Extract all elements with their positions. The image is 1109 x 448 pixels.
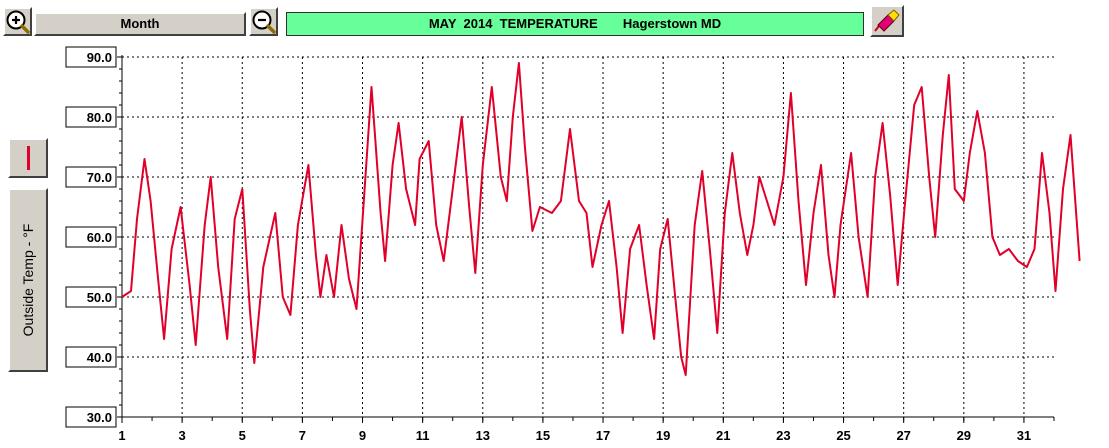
zoom-out-icon bbox=[252, 10, 276, 34]
x-tick-label: 25 bbox=[836, 428, 850, 443]
x-tick-label: 11 bbox=[416, 428, 430, 443]
y-tick-box bbox=[65, 286, 117, 308]
period-label: Month bbox=[120, 16, 160, 31]
x-tick-label: 23 bbox=[776, 428, 790, 443]
zoom-out-button[interactable] bbox=[249, 7, 278, 36]
zoom-in-icon bbox=[6, 10, 30, 34]
y-tick-box bbox=[65, 106, 117, 128]
y-tick-box bbox=[65, 46, 117, 68]
x-tick-label: 5 bbox=[239, 428, 246, 443]
series-line-0 bbox=[121, 62, 1081, 376]
x-tick-label: 15 bbox=[536, 428, 550, 443]
y-tick-label: 40.0 bbox=[87, 350, 112, 365]
x-tick-label: 3 bbox=[179, 428, 186, 443]
x-axis-ticks: 1 3 5 7 9 11 13 15 17 19 21 23 25 27 29 31 bbox=[118, 417, 1055, 443]
series-legend-swatch[interactable] bbox=[8, 138, 48, 178]
y-tick-box bbox=[65, 226, 117, 248]
y-tick-label: 60.0 bbox=[87, 230, 112, 245]
chart-grid bbox=[122, 56, 1054, 417]
series-color-bar bbox=[27, 146, 30, 170]
zoom-in-button[interactable] bbox=[3, 7, 32, 36]
x-tick-label: 27 bbox=[896, 428, 910, 443]
x-tick-label: 19 bbox=[656, 428, 670, 443]
y-tick-box bbox=[65, 166, 117, 188]
x-tick-label: 7 bbox=[299, 428, 306, 443]
x-tick-label: 17 bbox=[596, 428, 610, 443]
x-tick-label: 13 bbox=[476, 428, 490, 443]
y-tick-box bbox=[65, 346, 117, 368]
marker-tool-button[interactable] bbox=[870, 5, 904, 37]
y-tick-box bbox=[65, 406, 117, 428]
chart-title: MAY 2014 TEMPERATURE Hagerstown MD bbox=[286, 12, 864, 36]
series-group bbox=[121, 62, 1081, 376]
y-axis-ticks: 90.0 80.0 70.0 60.0 50.0 40.0 30.0 bbox=[65, 46, 122, 428]
y-tick-label: 70.0 bbox=[87, 170, 112, 185]
period-selector-button[interactable]: Month bbox=[34, 12, 246, 36]
marker-eraser-icon bbox=[874, 9, 900, 32]
y-axis-label-button[interactable]: Outside Temp - °F bbox=[8, 188, 48, 372]
x-tick-label: 21 bbox=[716, 428, 730, 443]
x-tick-label: 1 bbox=[118, 428, 125, 443]
x-tick-label: 31 bbox=[1017, 428, 1031, 443]
x-tick-label: 9 bbox=[359, 428, 366, 443]
y-tick-label: 30.0 bbox=[87, 410, 112, 425]
y-tick-label: 80.0 bbox=[87, 110, 112, 125]
x-tick-label: 29 bbox=[957, 428, 971, 443]
y-tick-label: 90.0 bbox=[87, 50, 112, 65]
y-tick-label: 50.0 bbox=[87, 290, 112, 305]
